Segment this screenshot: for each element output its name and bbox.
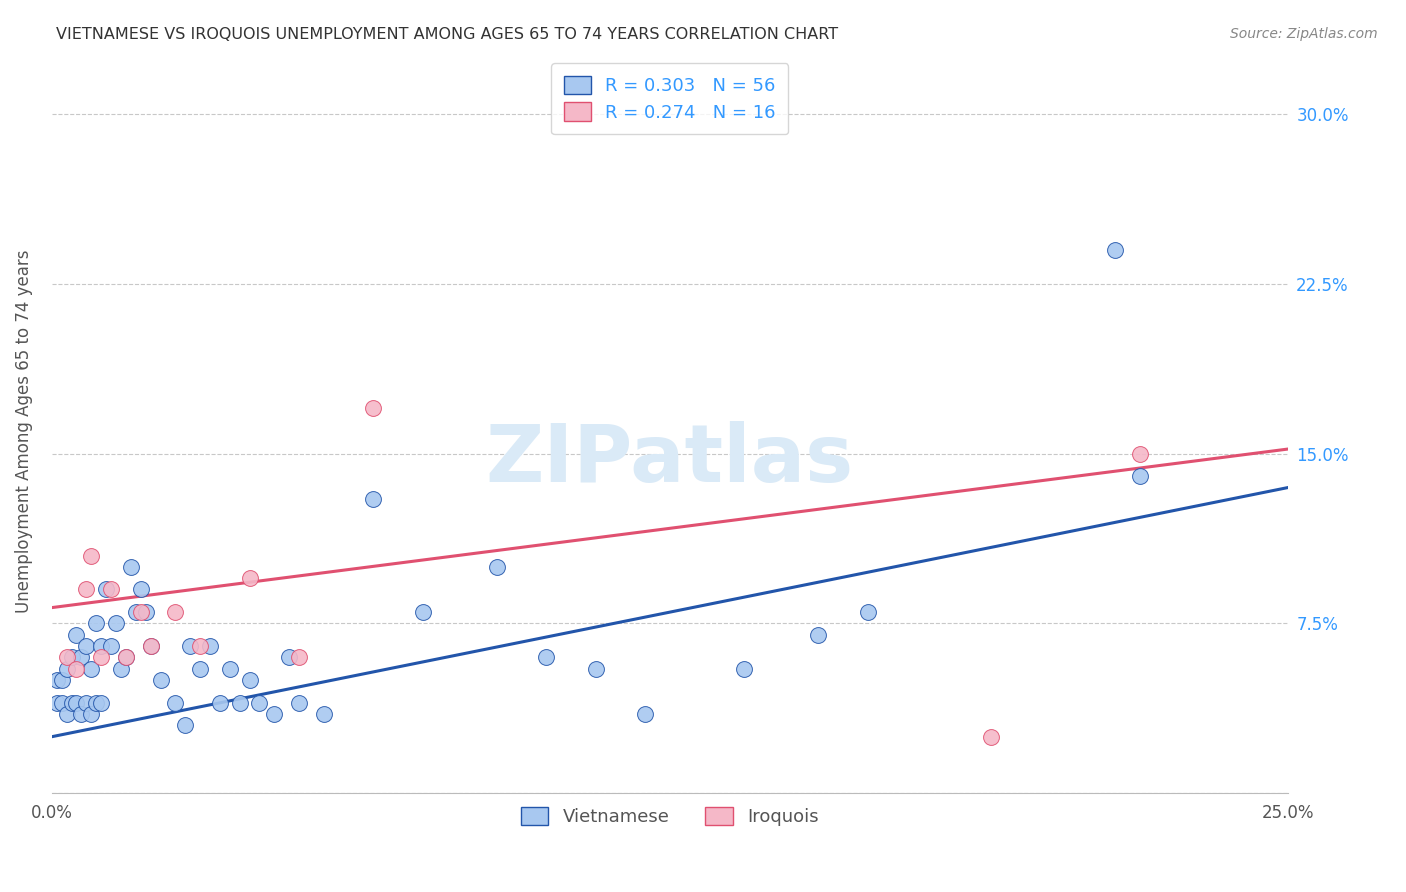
- Point: [288, 650, 311, 665]
- Point: [179, 639, 201, 653]
- Point: [129, 582, 152, 597]
- Point: [165, 696, 187, 710]
- Point: [980, 730, 1002, 744]
- Text: ZIPatlas: ZIPatlas: [485, 421, 853, 499]
- Point: [856, 605, 879, 619]
- Point: [55, 662, 77, 676]
- Point: [65, 628, 87, 642]
- Point: [238, 673, 260, 687]
- Point: [228, 696, 250, 710]
- Point: [149, 673, 172, 687]
- Point: [45, 696, 67, 710]
- Point: [165, 605, 187, 619]
- Point: [634, 707, 657, 722]
- Y-axis label: Unemployment Among Ages 65 to 74 years: Unemployment Among Ages 65 to 74 years: [15, 249, 32, 613]
- Point: [733, 662, 755, 676]
- Point: [208, 696, 231, 710]
- Point: [75, 639, 97, 653]
- Point: [807, 628, 830, 642]
- Point: [1128, 447, 1150, 461]
- Point: [80, 549, 103, 563]
- Point: [90, 639, 112, 653]
- Point: [75, 696, 97, 710]
- Legend: Vietnamese, Iroquois: Vietnamese, Iroquois: [512, 797, 828, 835]
- Point: [90, 696, 112, 710]
- Point: [70, 707, 93, 722]
- Point: [80, 707, 103, 722]
- Point: [70, 650, 93, 665]
- Point: [249, 696, 271, 710]
- Point: [139, 639, 162, 653]
- Point: [135, 605, 157, 619]
- Point: [110, 662, 132, 676]
- Point: [139, 639, 162, 653]
- Point: [361, 401, 384, 416]
- Point: [585, 662, 607, 676]
- Point: [55, 650, 77, 665]
- Point: [361, 491, 384, 506]
- Point: [120, 559, 142, 574]
- Text: VIETNAMESE VS IROQUOIS UNEMPLOYMENT AMONG AGES 65 TO 74 YEARS CORRELATION CHART: VIETNAMESE VS IROQUOIS UNEMPLOYMENT AMON…: [56, 27, 838, 42]
- Point: [51, 673, 73, 687]
- Point: [60, 650, 83, 665]
- Point: [312, 707, 335, 722]
- Point: [218, 662, 240, 676]
- Point: [60, 696, 83, 710]
- Point: [534, 650, 557, 665]
- Point: [84, 696, 107, 710]
- Point: [238, 571, 260, 585]
- Point: [288, 696, 311, 710]
- Point: [105, 616, 128, 631]
- Point: [485, 559, 508, 574]
- Text: Source: ZipAtlas.com: Source: ZipAtlas.com: [1230, 27, 1378, 41]
- Point: [75, 582, 97, 597]
- Point: [100, 639, 122, 653]
- Point: [174, 718, 197, 732]
- Point: [94, 582, 117, 597]
- Point: [278, 650, 301, 665]
- Point: [1128, 469, 1150, 483]
- Point: [100, 582, 122, 597]
- Point: [188, 639, 211, 653]
- Point: [65, 696, 87, 710]
- Point: [1104, 243, 1126, 257]
- Point: [115, 650, 138, 665]
- Point: [129, 605, 152, 619]
- Point: [55, 707, 77, 722]
- Point: [125, 605, 148, 619]
- Point: [45, 673, 67, 687]
- Point: [80, 662, 103, 676]
- Point: [412, 605, 434, 619]
- Point: [84, 616, 107, 631]
- Point: [51, 696, 73, 710]
- Point: [188, 662, 211, 676]
- Point: [263, 707, 285, 722]
- Point: [90, 650, 112, 665]
- Point: [198, 639, 221, 653]
- Point: [115, 650, 138, 665]
- Point: [65, 662, 87, 676]
